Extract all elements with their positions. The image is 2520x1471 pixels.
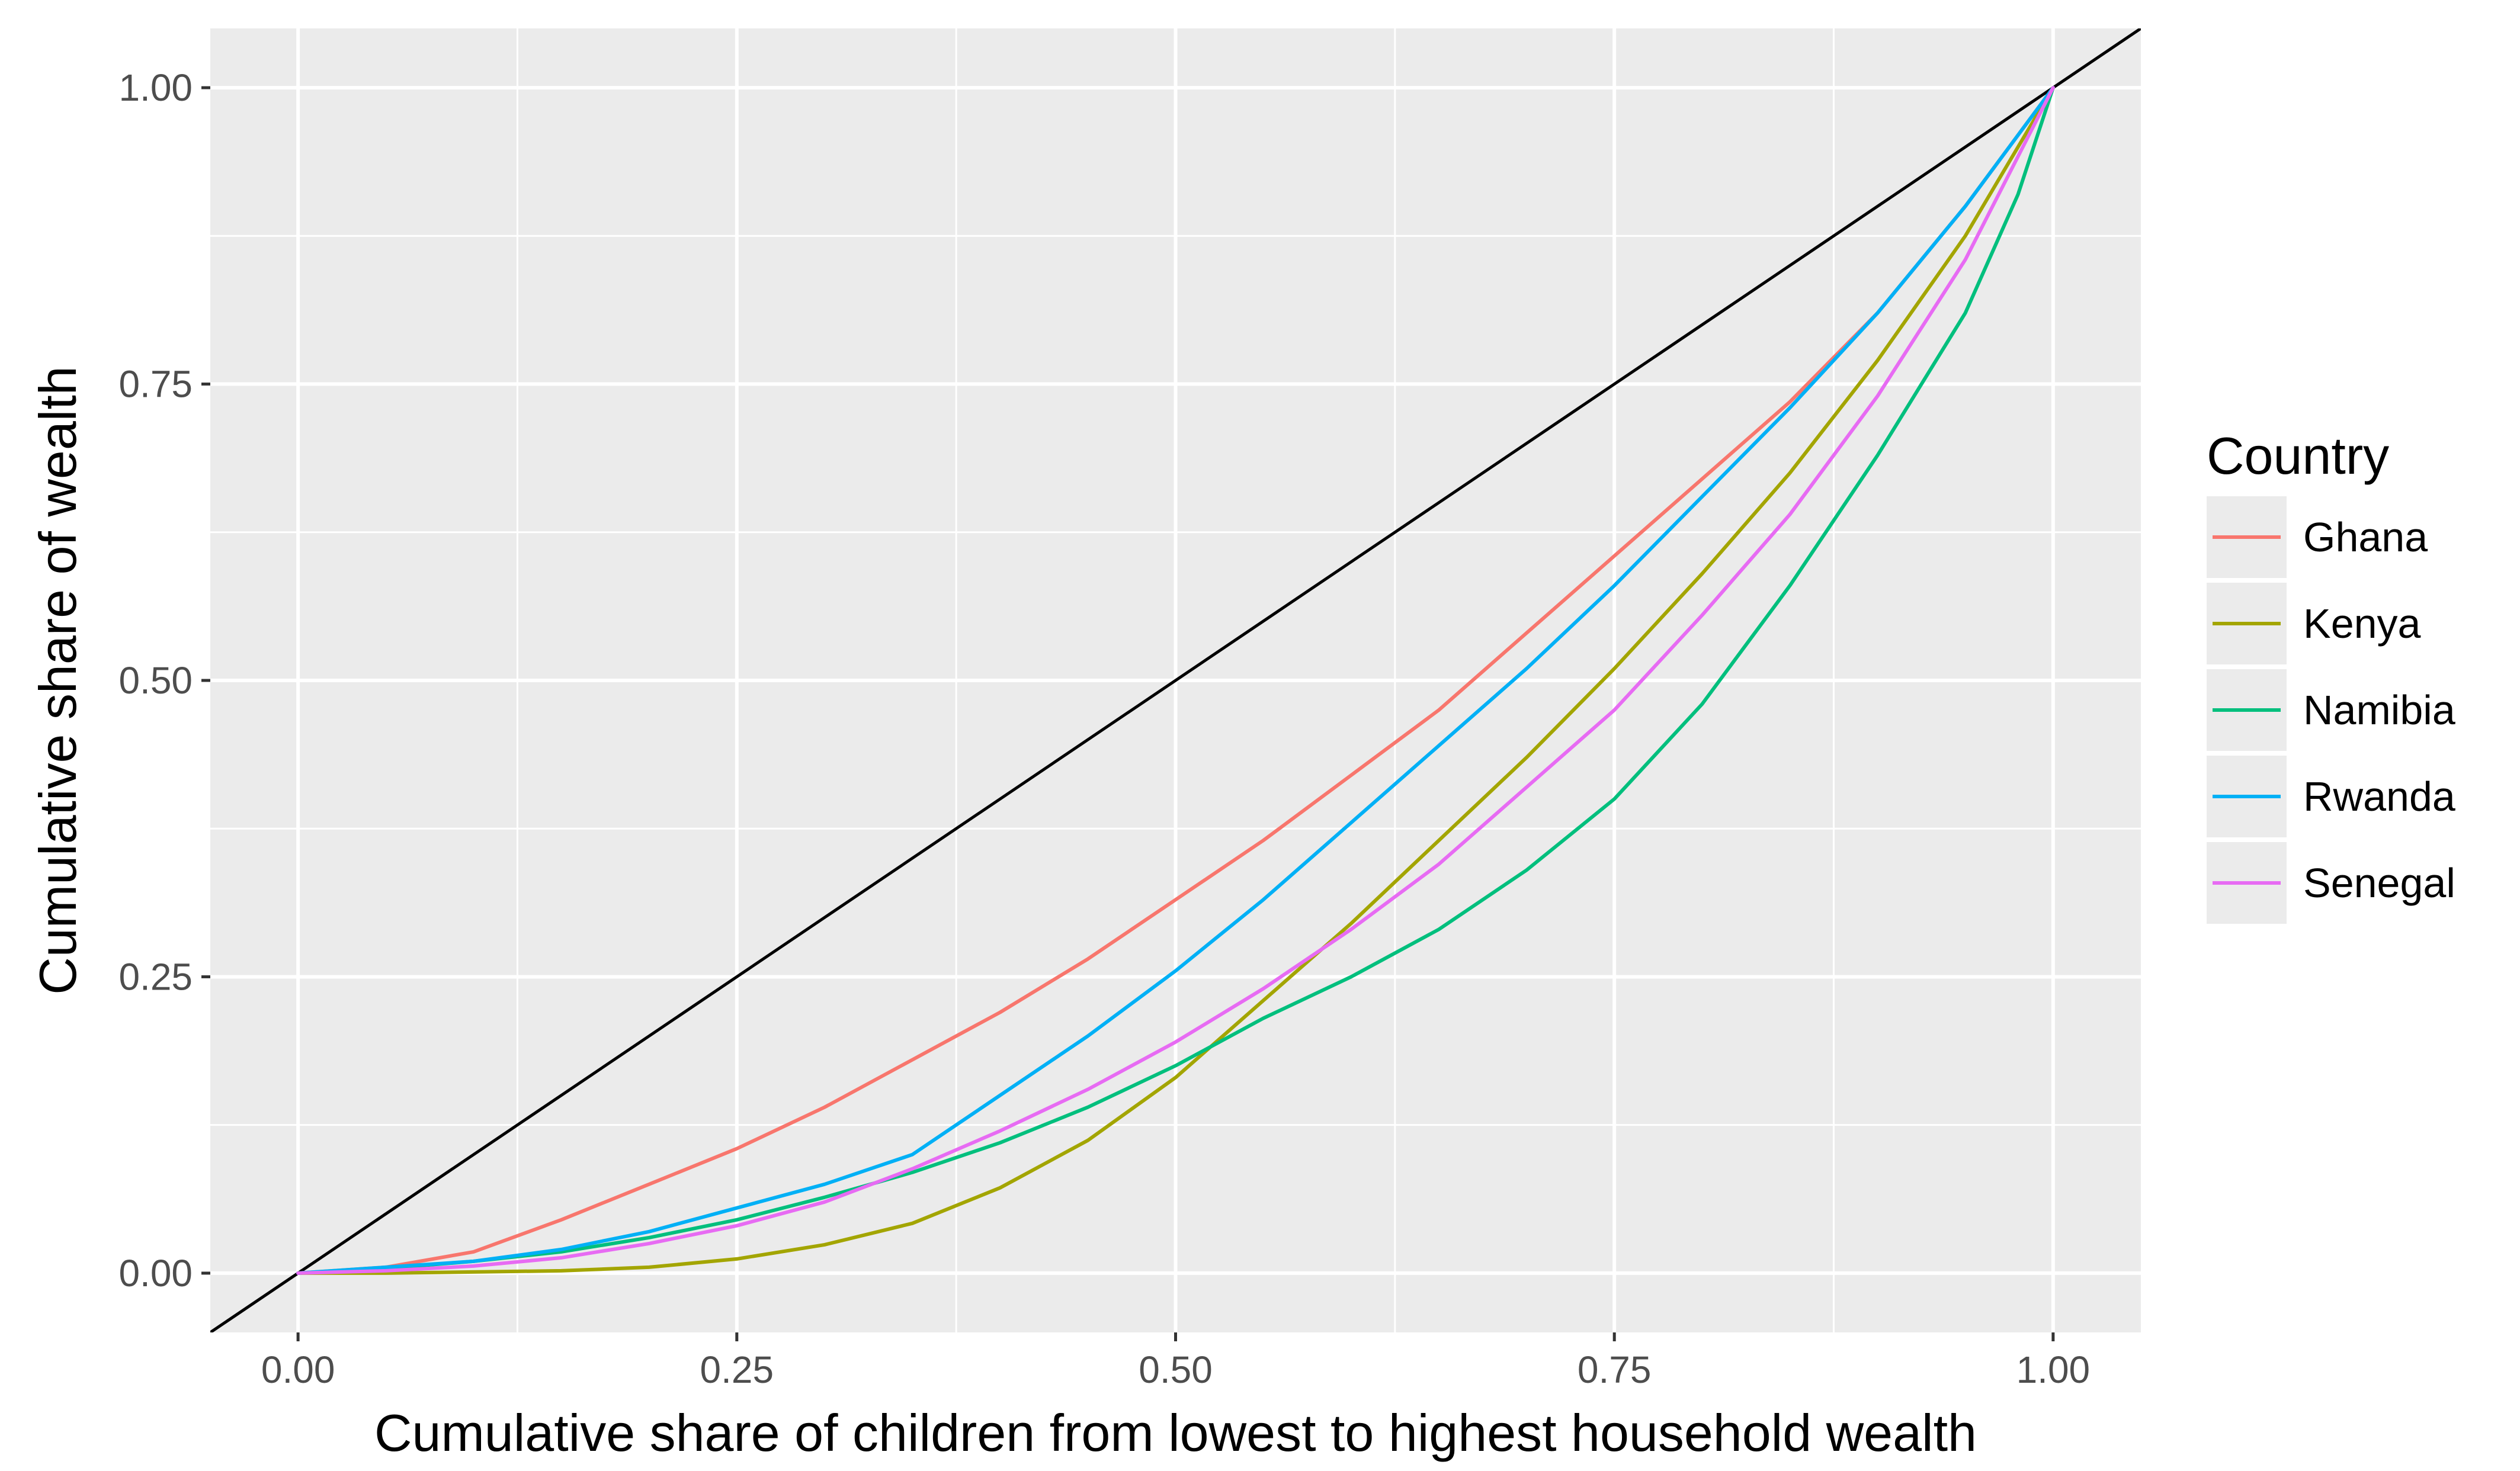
x-tick-label: 0.00	[261, 1348, 335, 1391]
legend-label: Senegal	[2303, 860, 2455, 906]
y-axis: 0.00 0.25 0.50 0.75 1.00	[118, 66, 210, 1295]
legend-item-namibia: Namibia	[2207, 669, 2455, 751]
legend-item-kenya: Kenya	[2207, 583, 2421, 664]
x-tick-label: 0.25	[700, 1348, 774, 1391]
series-lines	[210, 28, 2141, 1332]
y-tick-label: 0.75	[118, 363, 193, 406]
x-axis-title: Cumulative share of children from lowest…	[374, 1403, 1977, 1462]
legend-item-ghana: Ghana	[2207, 496, 2428, 578]
legend-label: Rwanda	[2303, 773, 2455, 820]
series-line-rwanda	[296, 86, 2055, 1275]
legend-item-senegal: Senegal	[2207, 842, 2455, 924]
y-axis-title: Cumulative share of wealth	[28, 366, 87, 994]
series-line-kenya	[296, 86, 2055, 1275]
x-tick-label: 1.00	[2016, 1348, 2091, 1391]
x-tick-label: 0.75	[1578, 1348, 1652, 1391]
y-tick-label: 0.50	[118, 659, 193, 702]
y-tick-label: 0.00	[118, 1252, 193, 1295]
legend-label: Kenya	[2303, 600, 2421, 647]
y-tick-label: 1.00	[118, 66, 193, 109]
legend: Country Ghana Kenya Namibia Rwanda Senegal	[2207, 426, 2455, 924]
y-tick-label: 0.25	[118, 955, 193, 998]
x-axis: 0.00 0.25 0.50 0.75 1.00	[261, 1332, 2090, 1391]
legend-label: Namibia	[2303, 687, 2455, 733]
series-line-senegal	[296, 86, 2055, 1275]
series-line-ghana	[296, 86, 2055, 1275]
legend-label: Ghana	[2303, 514, 2428, 560]
x-tick-label: 0.50	[1139, 1348, 1213, 1391]
legend-title: Country	[2207, 426, 2389, 485]
legend-item-rwanda: Rwanda	[2207, 756, 2455, 837]
equality-line	[210, 28, 2141, 1332]
series-line-namibia	[296, 86, 2055, 1275]
